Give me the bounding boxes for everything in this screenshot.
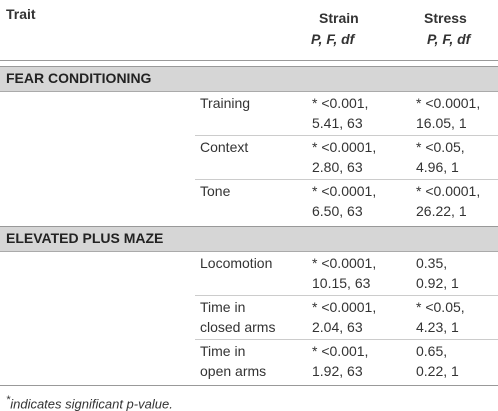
stress-cell: * <0.05, 4.23, 1	[416, 297, 465, 337]
header-strain-sub: P, F, df	[311, 31, 355, 47]
trait-line: Context	[200, 139, 249, 155]
strain-line: 1.92, 63	[312, 363, 363, 379]
footnote: *indicates significant p-value.	[6, 394, 173, 411]
stress-line: 0.92, 1	[416, 275, 459, 291]
section-band: FEAR CONDITIONING	[0, 66, 498, 92]
strain-line: 6.50, 63	[312, 203, 363, 219]
stress-line: * <0.05,	[416, 299, 465, 315]
trait-line: Locomotion	[200, 255, 273, 271]
strain-line: 2.04, 63	[312, 319, 363, 335]
strain-line: 10.15, 63	[312, 275, 371, 291]
strain-line: * <0.0001,	[312, 139, 377, 155]
bottom-rule	[0, 385, 498, 386]
strain-line: 2.80, 63	[312, 159, 363, 175]
stress-line: * <0.0001,	[416, 95, 481, 111]
stress-cell: * <0.0001, 16.05, 1	[416, 93, 480, 133]
strain-line: * <0.0001,	[312, 255, 377, 271]
trait-cell: Tone	[200, 181, 230, 201]
stress-cell: * <0.05, 4.96, 1	[416, 137, 465, 177]
trait-cell: Time in closed arms	[200, 297, 275, 337]
trait-line: open arms	[200, 363, 267, 379]
footnote-text: indicates significant p-value.	[10, 396, 173, 411]
stress-line: 0.65,	[416, 343, 448, 359]
row-rule	[195, 135, 498, 136]
stress-line: 26.22, 1	[416, 203, 467, 219]
stress-line: * <0.0001,	[416, 183, 481, 199]
strain-cell: * <0.001, 1.92, 63	[312, 341, 368, 381]
trait-line: Tone	[200, 183, 231, 199]
footnote-mark: *	[6, 394, 11, 406]
trait-cell: Locomotion	[200, 253, 272, 273]
stress-line: 0.22, 1	[416, 363, 459, 379]
row-rule	[195, 179, 498, 180]
strain-cell: * <0.0001, 6.50, 63	[312, 181, 376, 221]
strain-cell: * <0.001, 5.41, 63	[312, 93, 368, 133]
section-title: FEAR CONDITIONING	[6, 70, 152, 86]
stress-line: * <0.05,	[416, 139, 465, 155]
header-trait: Trait	[6, 6, 36, 22]
header-strain: Strain	[319, 10, 359, 26]
trait-line: Training	[200, 95, 251, 111]
strain-line: * <0.0001,	[312, 183, 377, 199]
trait-line: Time in	[200, 299, 246, 315]
strain-line: 5.41, 63	[312, 115, 363, 131]
strain-line: * <0.0001,	[312, 299, 377, 315]
header-stress-sub: P, F, df	[427, 31, 471, 47]
trait-line: Time in	[200, 343, 246, 359]
strain-line: * <0.001,	[312, 343, 369, 359]
stress-cell: * <0.0001, 26.22, 1	[416, 181, 480, 221]
strain-cell: * <0.0001, 2.80, 63	[312, 137, 376, 177]
section-band: ELEVATED PLUS MAZE	[0, 226, 498, 252]
header-stress: Stress	[424, 10, 467, 26]
strain-line: * <0.001,	[312, 95, 369, 111]
stress-cell: 0.65, 0.22, 1	[416, 341, 459, 381]
strain-cell: * <0.0001, 10.15, 63	[312, 253, 376, 293]
section-title: ELEVATED PLUS MAZE	[6, 230, 164, 246]
trait-cell: Training	[200, 93, 250, 113]
stress-line: 4.23, 1	[416, 319, 459, 335]
trait-cell: Time in open arms	[200, 341, 266, 381]
stress-line: 0.35,	[416, 255, 448, 271]
row-rule	[195, 295, 498, 296]
row-rule	[195, 339, 498, 340]
trait-cell: Context	[200, 137, 248, 157]
trait-line: closed arms	[200, 319, 276, 335]
stress-line: 4.96, 1	[416, 159, 459, 175]
stress-line: 16.05, 1	[416, 115, 467, 131]
header-rule	[0, 60, 498, 61]
strain-cell: * <0.0001, 2.04, 63	[312, 297, 376, 337]
stress-cell: 0.35, 0.92, 1	[416, 253, 459, 293]
